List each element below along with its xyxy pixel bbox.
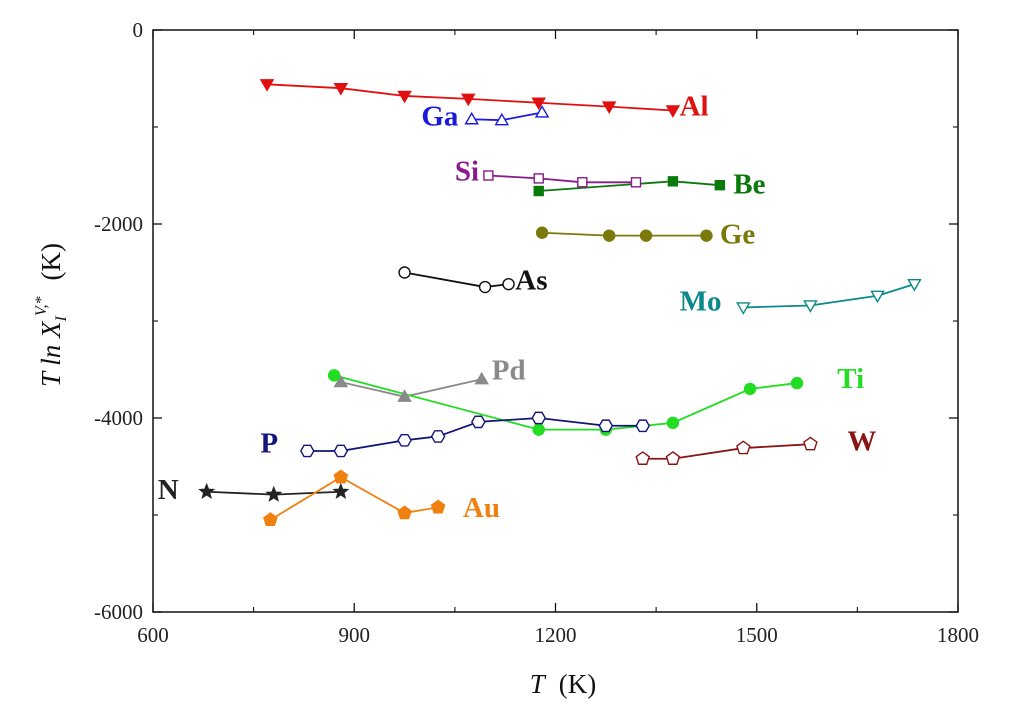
- series-line-ga: [471, 111, 543, 122]
- data-point-n: [332, 482, 350, 499]
- data-point-au: [333, 469, 349, 484]
- data-point-p: [299, 444, 315, 458]
- series-label-n: N: [158, 474, 179, 506]
- series-line-ge: [542, 231, 707, 237]
- data-point-n: [198, 482, 216, 499]
- series-label-au: Au: [463, 492, 500, 524]
- data-point-ti: [327, 369, 341, 382]
- series-label-ge: Ge: [720, 219, 756, 251]
- y-tick-label: -6000: [94, 600, 143, 624]
- data-point-w: [635, 451, 651, 465]
- series-label-pd: Pd: [492, 355, 526, 387]
- series-label-al: Al: [680, 91, 709, 123]
- x-tick-label: 900: [339, 623, 371, 647]
- series-label-mo: Mo: [680, 286, 722, 318]
- series-label-be: Be: [733, 168, 765, 200]
- data-point-si: [533, 173, 544, 184]
- y-axis-title: T ln XIV,*(K): [33, 243, 70, 387]
- axis-ticks: 600 900 1200 1500 1800 0 -2000 -4000 -6000: [94, 18, 979, 647]
- series-label-p: P: [260, 427, 278, 459]
- data-point-al: [461, 93, 476, 107]
- data-point-au: [397, 505, 412, 520]
- data-point-al: [601, 101, 617, 115]
- data-point-as: [502, 277, 515, 291]
- data-point-p: [635, 419, 651, 433]
- series-line-si: [488, 174, 636, 184]
- data-point-mo: [870, 290, 885, 304]
- data-point-au: [430, 499, 446, 514]
- series-line-as: [404, 271, 509, 288]
- data-point-ti: [666, 416, 680, 430]
- y-tick-label: -2000: [94, 212, 143, 236]
- data-point-p: [531, 411, 547, 425]
- data-point-w: [665, 451, 681, 465]
- y-tick-label: -4000: [94, 406, 143, 430]
- data-point-ge: [535, 226, 549, 239]
- data-point-ge: [602, 229, 616, 242]
- series-label-w: W: [847, 425, 876, 457]
- data-point-al: [259, 79, 275, 92]
- x-tick-label: 1500: [736, 623, 778, 647]
- data-point-si: [483, 170, 494, 181]
- series-line-w: [642, 443, 811, 460]
- data-point-mo: [736, 302, 751, 315]
- x-axis-title: T (K): [530, 669, 597, 699]
- data-point-al: [333, 82, 349, 96]
- data-point-ge: [639, 229, 653, 242]
- series-line-mo: [743, 283, 915, 309]
- data-point-al: [531, 97, 547, 111]
- series-line-p: [307, 417, 643, 452]
- data-point-al: [397, 90, 412, 104]
- x-tick-label: 600: [137, 623, 169, 647]
- data-point-as: [478, 280, 492, 294]
- data-point-mo: [907, 278, 922, 292]
- data-point-as: [398, 266, 411, 279]
- data-point-be: [533, 185, 544, 197]
- data-point-si: [577, 177, 588, 188]
- series-label-ga: Ga: [421, 100, 459, 132]
- data-point-ga: [464, 111, 479, 125]
- data-point-ti: [790, 376, 804, 390]
- data-point-au: [263, 512, 278, 527]
- data-point-n: [265, 485, 283, 502]
- series-label-ti: Ti: [837, 363, 864, 395]
- data-point-w: [803, 436, 818, 451]
- data-point-ge: [700, 229, 713, 242]
- data-point-pd: [333, 374, 349, 388]
- data-point-p: [471, 415, 486, 429]
- data-point-w: [736, 440, 751, 455]
- series-line-au: [269, 476, 439, 521]
- y-tick-label: 0: [133, 18, 144, 42]
- data-point-si: [630, 177, 642, 188]
- series-label-as: As: [515, 264, 547, 296]
- data-point-be: [667, 176, 679, 187]
- series-label-si: Si: [455, 156, 479, 188]
- data-point-ga: [534, 105, 550, 118]
- data-point-p: [430, 430, 446, 443]
- data-point-pd: [474, 371, 489, 385]
- data-point-ti: [532, 423, 545, 436]
- data-point-ti: [743, 382, 757, 396]
- data-point-p: [598, 419, 614, 433]
- data-point-al: [665, 105, 681, 118]
- x-tick-label: 1200: [535, 623, 577, 647]
- data-point-p: [397, 433, 412, 447]
- data-point-mo: [803, 300, 818, 313]
- series-labels: Al Ga Si Be Ge As Mo Pd Ti P W N Au: [158, 91, 877, 525]
- data-point-be: [714, 179, 726, 191]
- data-point-ga: [494, 112, 510, 126]
- data-point-p: [333, 444, 349, 458]
- data-point-pd: [397, 389, 412, 402]
- series-markers: [198, 79, 922, 527]
- x-tick-label: 1800: [937, 623, 979, 647]
